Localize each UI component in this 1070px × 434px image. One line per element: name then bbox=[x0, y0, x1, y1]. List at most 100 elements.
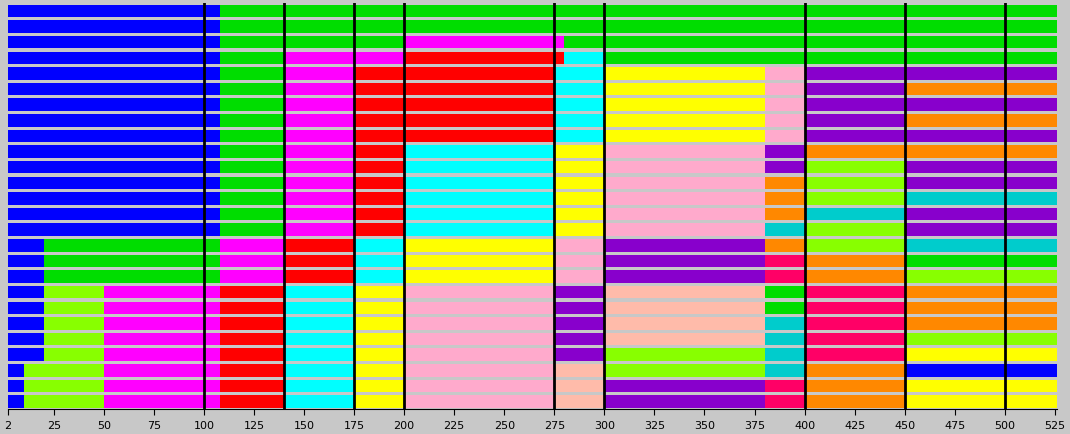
Bar bbox=[354, 240, 404, 252]
Bar bbox=[805, 333, 905, 345]
Bar bbox=[7, 99, 220, 112]
Bar bbox=[805, 364, 905, 377]
Bar bbox=[284, 161, 354, 174]
Bar bbox=[404, 53, 564, 65]
Bar bbox=[805, 302, 905, 314]
Bar bbox=[284, 193, 354, 205]
Bar bbox=[905, 161, 1057, 174]
Bar bbox=[104, 318, 220, 330]
Bar bbox=[354, 333, 404, 345]
Bar bbox=[905, 380, 1057, 392]
Bar bbox=[805, 286, 905, 299]
Bar bbox=[104, 286, 220, 299]
Bar bbox=[354, 349, 404, 361]
Bar bbox=[7, 53, 220, 65]
Bar bbox=[284, 84, 354, 96]
Bar bbox=[354, 99, 554, 112]
Bar bbox=[805, 68, 1057, 81]
Bar bbox=[354, 84, 554, 96]
Bar bbox=[220, 115, 284, 127]
Bar bbox=[354, 302, 404, 314]
Bar bbox=[605, 99, 765, 112]
Bar bbox=[104, 302, 220, 314]
Bar bbox=[7, 364, 24, 377]
Bar bbox=[354, 115, 554, 127]
Bar bbox=[605, 224, 765, 237]
Bar bbox=[220, 302, 284, 314]
Bar bbox=[765, 84, 805, 96]
Bar bbox=[805, 131, 1057, 143]
Bar bbox=[104, 364, 220, 377]
Bar bbox=[7, 349, 44, 361]
Bar bbox=[554, 302, 605, 314]
Bar bbox=[554, 255, 605, 268]
Bar bbox=[554, 395, 605, 408]
Bar bbox=[7, 333, 44, 345]
Bar bbox=[605, 53, 1057, 65]
Bar bbox=[564, 53, 605, 65]
Bar bbox=[7, 131, 220, 143]
Bar bbox=[605, 177, 765, 190]
Bar bbox=[905, 364, 1057, 377]
Bar bbox=[220, 349, 284, 361]
Bar bbox=[605, 115, 765, 127]
Bar bbox=[220, 37, 404, 49]
Bar bbox=[805, 177, 905, 190]
Bar bbox=[404, 349, 554, 361]
Bar bbox=[404, 333, 554, 345]
Bar bbox=[7, 208, 220, 221]
Bar bbox=[220, 193, 284, 205]
Bar bbox=[7, 161, 220, 174]
Bar bbox=[7, 21, 220, 34]
Bar bbox=[404, 286, 554, 299]
Bar bbox=[805, 255, 905, 268]
Bar bbox=[554, 99, 605, 112]
Bar bbox=[765, 349, 805, 361]
Bar bbox=[905, 255, 1057, 268]
Bar bbox=[284, 68, 354, 81]
Bar bbox=[284, 333, 354, 345]
Bar bbox=[220, 6, 1057, 18]
Bar bbox=[605, 255, 765, 268]
Bar bbox=[220, 271, 284, 283]
Bar bbox=[220, 68, 284, 81]
Bar bbox=[284, 349, 354, 361]
Bar bbox=[805, 224, 905, 237]
Bar bbox=[354, 318, 404, 330]
Bar bbox=[44, 271, 220, 283]
Bar bbox=[220, 318, 284, 330]
Bar bbox=[905, 395, 1057, 408]
Bar bbox=[7, 318, 44, 330]
Bar bbox=[905, 84, 1057, 96]
Bar bbox=[7, 395, 24, 408]
Bar bbox=[605, 333, 765, 345]
Bar bbox=[354, 255, 404, 268]
Bar bbox=[104, 349, 220, 361]
Bar bbox=[905, 271, 1057, 283]
Bar bbox=[220, 240, 284, 252]
Bar bbox=[354, 271, 404, 283]
Bar bbox=[7, 115, 220, 127]
Bar bbox=[220, 146, 284, 158]
Bar bbox=[284, 53, 404, 65]
Bar bbox=[404, 240, 554, 252]
Bar bbox=[554, 193, 605, 205]
Bar bbox=[220, 333, 284, 345]
Bar bbox=[24, 380, 104, 392]
Bar bbox=[805, 208, 905, 221]
Bar bbox=[284, 115, 354, 127]
Bar bbox=[220, 53, 284, 65]
Bar bbox=[404, 177, 554, 190]
Bar bbox=[905, 286, 1057, 299]
Bar bbox=[284, 380, 354, 392]
Bar bbox=[220, 208, 284, 221]
Bar bbox=[404, 380, 554, 392]
Bar bbox=[554, 131, 605, 143]
Bar bbox=[605, 271, 765, 283]
Bar bbox=[605, 240, 765, 252]
Bar bbox=[44, 240, 220, 252]
Bar bbox=[765, 68, 805, 81]
Bar bbox=[7, 193, 220, 205]
Bar bbox=[7, 84, 220, 96]
Bar bbox=[605, 286, 765, 299]
